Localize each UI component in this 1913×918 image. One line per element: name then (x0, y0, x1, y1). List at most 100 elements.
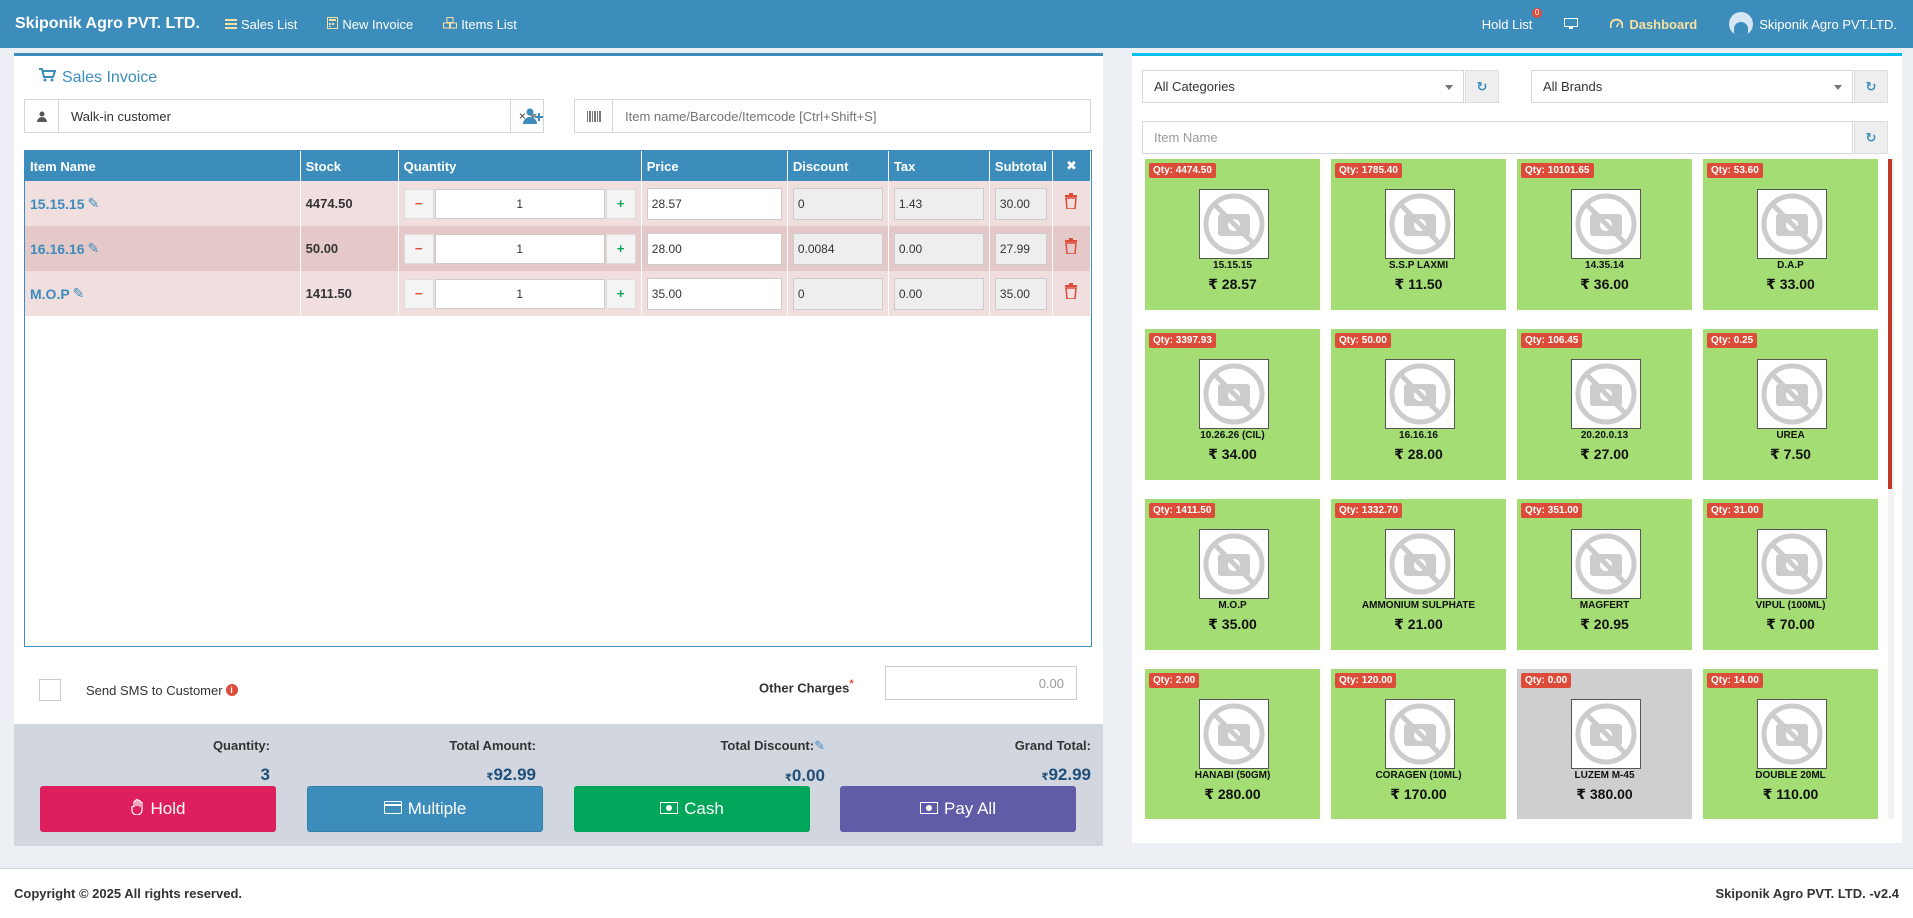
product-price: ₹ 35.00 (1208, 616, 1257, 632)
product-price: ₹ 28.57 (1208, 276, 1257, 292)
no-image-icon (1199, 189, 1269, 259)
tax-input: 0.00 (893, 277, 984, 310)
price-input[interactable]: 35.00 (646, 277, 782, 310)
user-icon (25, 100, 59, 132)
product-card[interactable]: Qty: 1411.50 M.O.P ₹ 35.00 (1145, 499, 1320, 650)
qty-decrease-button[interactable]: − (403, 188, 434, 219)
hand-icon (130, 798, 145, 820)
other-charges-input[interactable]: 0.00 (885, 666, 1077, 700)
qty-badge: Qty: 50.00 (1335, 333, 1391, 348)
product-card[interactable]: Qty: 106.45 20.20.0.13 ₹ 27.00 (1517, 329, 1692, 480)
no-image-icon (1571, 699, 1641, 769)
edit-icon[interactable]: ✎ (87, 195, 100, 211)
product-scrollbar-thumb[interactable] (1888, 159, 1892, 489)
info-icon[interactable]: i (225, 684, 238, 696)
col-item-name: Item Name (25, 151, 301, 181)
product-card[interactable]: Qty: 120.00 CORAGEN (10ML) ₹ 170.00 (1331, 669, 1506, 819)
product-scrollbar[interactable] (1888, 159, 1894, 819)
qty-decrease-button[interactable]: − (403, 278, 434, 309)
product-card[interactable]: Qty: 14.00 DOUBLE 20ML ₹ 110.00 (1703, 669, 1878, 819)
calculator-icon (327, 16, 339, 32)
product-card[interactable]: Qty: 10101.65 14.35.14 ₹ 36.00 (1517, 159, 1692, 310)
delete-icon[interactable] (1064, 193, 1078, 213)
add-customer-button[interactable] (510, 100, 554, 132)
col-quantity: Quantity (398, 151, 642, 181)
nav-sales-list[interactable]: Sales List (225, 17, 297, 32)
user-menu[interactable]: Skiponik Agro PVT.LTD. (1713, 0, 1913, 48)
nav-items-list[interactable]: Items List (443, 16, 517, 32)
user-name: Skiponik Agro PVT.LTD. (1759, 16, 1897, 32)
edit-icon[interactable]: ✎ (72, 285, 85, 301)
item-stock: 1411.50 (300, 271, 399, 316)
product-card[interactable]: Qty: 1785.40 S.S.P LAXMI ₹ 11.50 (1331, 159, 1506, 310)
item-name-search[interactable]: Item Name (1142, 121, 1853, 154)
cart-icon (39, 68, 57, 87)
refresh-items-icon[interactable]: ↻ (1854, 121, 1888, 154)
brand-logo[interactable]: Skiponik Agro PVT. LTD. (15, 15, 200, 32)
edit-discount-icon[interactable]: ✎ (814, 738, 825, 753)
refresh-brands-icon[interactable]: ↻ (1854, 70, 1888, 103)
no-image-icon (1385, 529, 1455, 599)
qty-badge: Qty: 2.00 (1149, 673, 1200, 688)
dashboard-link[interactable]: Dashboard (1594, 0, 1713, 48)
delete-icon[interactable] (1064, 238, 1078, 258)
qty-badge: Qty: 106.45 (1521, 333, 1583, 348)
edit-icon[interactable]: ✎ (87, 240, 100, 256)
chevron-down-icon (1445, 85, 1453, 90)
product-card-out-of-stock[interactable]: Qty: 0.00 LUZEM M-45 ₹ 380.00 (1517, 669, 1692, 819)
refresh-categories-icon[interactable]: ↻ (1465, 70, 1499, 103)
money-icon (660, 799, 679, 819)
product-card[interactable]: Qty: 3397.93 10.26.26 (CIL) ₹ 34.00 (1145, 329, 1320, 480)
price-input[interactable]: 28.57 (646, 187, 782, 220)
discount-input: 0.0084 (792, 232, 883, 265)
item-search-input[interactable] (613, 100, 1090, 132)
price-input[interactable]: 28.00 (646, 232, 782, 265)
product-panel: All Categories ↻ All Brands ↻ Item Name … (1132, 53, 1902, 843)
product-card[interactable]: Qty: 2.00 HANABI (50GM) ₹ 280.00 (1145, 669, 1320, 819)
col-discount: Discount (787, 151, 889, 181)
product-card[interactable]: Qty: 53.60 D.A.P ₹ 33.00 (1703, 159, 1878, 310)
category-select[interactable]: All Categories (1142, 70, 1464, 103)
customer-select[interactable]: Walk-in customer × (24, 99, 544, 133)
product-card[interactable]: Qty: 4474.50 15.15.15 ₹ 28.57 (1145, 159, 1320, 310)
hold-list-button[interactable]: Hold List 0 (1466, 0, 1549, 48)
nav-new-invoice[interactable]: New Invoice (327, 16, 413, 32)
product-card[interactable]: Qty: 0.25 UREA ₹ 7.50 (1703, 329, 1878, 480)
product-card[interactable]: Qty: 31.00 VIPUL (100ML) ₹ 70.00 (1703, 499, 1878, 650)
customer-clear-icon[interactable]: × (513, 100, 543, 132)
product-name: 14.35.14 (1585, 260, 1624, 271)
product-name: DOUBLE 20ML (1755, 770, 1826, 781)
send-sms-checkbox[interactable] (39, 679, 61, 701)
product-card[interactable]: Qty: 50.00 16.16.16 ₹ 28.00 (1331, 329, 1506, 480)
pay-all-button[interactable]: Pay All (840, 786, 1076, 832)
copyright: Copyright © 2025 All rights reserved. (14, 886, 243, 901)
qty-increase-button[interactable]: + (605, 188, 636, 219)
multiple-payment-button[interactable]: Multiple (307, 786, 543, 832)
item-name-link[interactable]: 15.15.15 ✎ (30, 195, 100, 212)
product-name: S.S.P LAXMI (1388, 260, 1449, 271)
product-card[interactable]: Qty: 1332.70 AMMONIUM SULPHATE ₹ 21.00 (1331, 499, 1506, 650)
clear-all-icon[interactable]: ✖ (1052, 151, 1092, 181)
delete-icon[interactable] (1064, 283, 1078, 303)
product-price: ₹ 34.00 (1208, 446, 1257, 462)
table-header: Item Name Stock Quantity Price Discount … (25, 151, 1092, 181)
qty-input[interactable]: 1 (434, 278, 605, 309)
version: Skiponik Agro PVT. LTD. -v2.4 (1715, 886, 1899, 901)
item-name-link[interactable]: M.O.P ✎ (30, 285, 85, 302)
desktop-icon[interactable] (1548, 0, 1594, 48)
hold-count-badge: 0 (1531, 8, 1543, 18)
product-card[interactable]: Qty: 351.00 MAGFERT ₹ 20.95 (1517, 499, 1692, 650)
brand-select[interactable]: All Brands (1531, 70, 1853, 103)
cash-button[interactable]: Cash (574, 786, 810, 832)
qty-input[interactable]: 1 (434, 188, 605, 219)
item-name-link[interactable]: 16.16.16 ✎ (30, 240, 100, 257)
money-icon (920, 799, 938, 819)
hold-button[interactable]: Hold (40, 786, 276, 832)
tax-input: 1.43 (893, 187, 984, 220)
qty-increase-button[interactable]: + (605, 278, 636, 309)
qty-input[interactable]: 1 (434, 233, 605, 264)
product-price: ₹ 110.00 (1762, 786, 1819, 802)
product-name: MAGFERT (1579, 600, 1630, 611)
qty-decrease-button[interactable]: − (403, 233, 434, 264)
qty-increase-button[interactable]: + (605, 233, 636, 264)
